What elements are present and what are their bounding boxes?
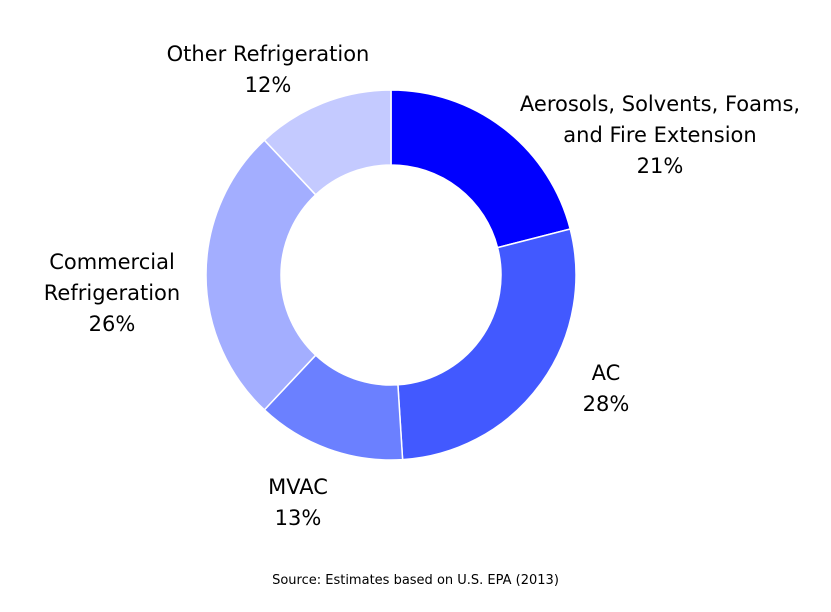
slice-label-commercial-line-1: Commercial: [49, 250, 175, 274]
slice-label-other-line-1: Other Refrigeration: [166, 42, 370, 66]
slice-label-commercial-line-2: Refrigeration: [43, 281, 181, 305]
slice-value-commercial: 26%: [88, 312, 136, 336]
source-note: Source: Estimates based on U.S. EPA (201…: [272, 573, 559, 588]
slice-value-aerosols: 21%: [636, 154, 684, 178]
slice-label-mvac: MVAC 13%: [248, 472, 348, 534]
slice-value-other: 12%: [244, 73, 292, 97]
slice-label-aerosols-line-2: and Fire Extension: [563, 123, 757, 147]
slice-label-mvac-line-1: MVAC: [268, 475, 328, 499]
slice-label-ac-line-1: AC: [591, 361, 621, 385]
donut-slice-ac: [397, 228, 577, 461]
slice-label-ac: AC 28%: [556, 358, 656, 420]
slice-label-aerosols: Aerosols, Solvents, Foams, and Fire Exte…: [500, 89, 820, 182]
slice-label-commercial-refrigeration: Commercial Refrigeration 26%: [22, 247, 202, 340]
slice-value-mvac: 13%: [274, 506, 322, 530]
donut-slice-aerosols: [390, 89, 572, 249]
slice-label-aerosols-line-1: Aerosols, Solvents, Foams,: [519, 92, 801, 116]
donut-slice-other-refrigeration: [263, 89, 392, 196]
slice-value-ac: 28%: [582, 392, 630, 416]
donut-slice-commercial-refrigeration: [205, 139, 317, 411]
slice-label-other-refrigeration: Other Refrigeration 12%: [128, 39, 408, 101]
